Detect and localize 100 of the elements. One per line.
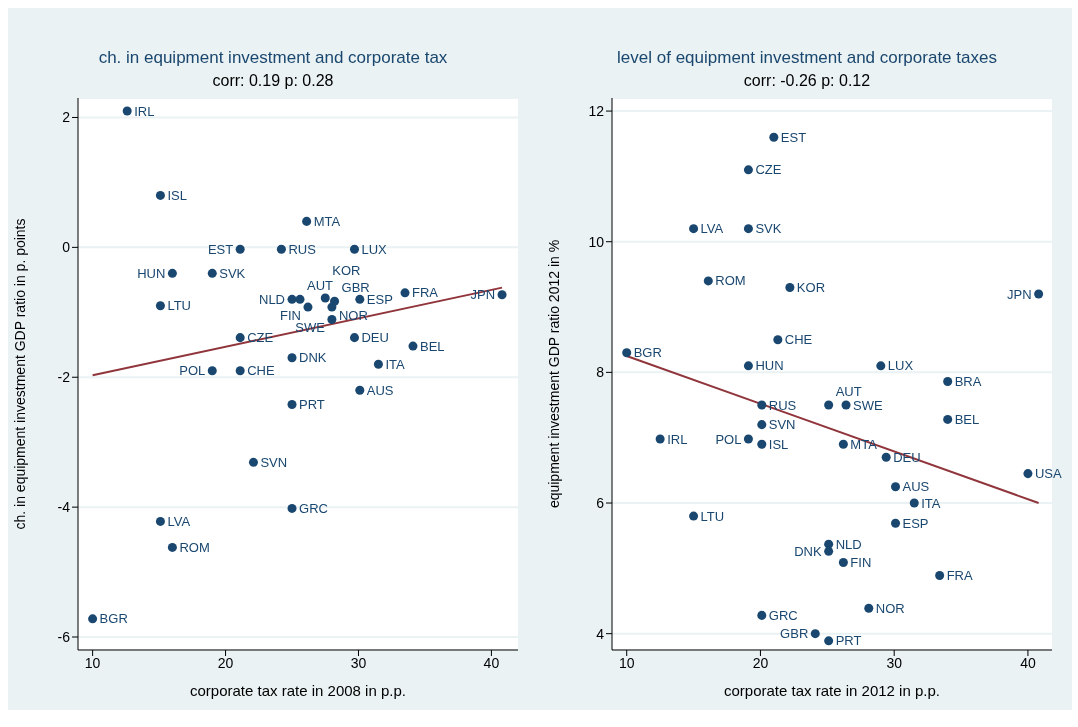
y-tick-label: 6 <box>596 494 605 511</box>
point <box>155 516 165 526</box>
point <box>622 348 632 358</box>
annotation: ROM <box>715 273 746 289</box>
annotation: SVN <box>260 454 288 470</box>
point <box>155 301 165 311</box>
point <box>408 341 418 351</box>
point <box>891 518 901 528</box>
point <box>824 400 834 410</box>
y-axis-title: equipment investment GDP ratio 2012 in % <box>545 239 562 509</box>
x-tick-label: 10 <box>84 654 101 671</box>
annotation: ESP <box>902 515 929 531</box>
point <box>235 366 245 376</box>
x-tick-label: 30 <box>350 654 367 671</box>
annotation: AUT <box>306 277 334 293</box>
annotation: LVA <box>700 221 724 237</box>
point <box>881 452 891 462</box>
annotation: AUT <box>835 383 862 399</box>
annotation: SWE <box>853 397 883 413</box>
annotation: FRA <box>412 285 439 301</box>
point <box>757 400 767 410</box>
annotation: HUN <box>755 358 784 374</box>
point <box>207 366 217 376</box>
annotation: LTU <box>167 298 192 314</box>
y-tick-label: -6 <box>57 628 71 645</box>
annotation: BGR <box>99 611 128 627</box>
chart-subtitle: corr: -0.26 p: 0.12 <box>742 72 872 90</box>
annotation: SVN <box>768 417 796 433</box>
point <box>838 557 848 567</box>
annotation: KOR <box>796 279 826 295</box>
annotation: ITA <box>385 356 406 372</box>
point <box>349 333 360 343</box>
point <box>935 571 945 581</box>
annotation: JPN <box>1007 286 1032 302</box>
y-tick-label: -4 <box>57 499 71 516</box>
point <box>757 420 767 430</box>
annotation: LUX <box>887 358 914 374</box>
point <box>327 302 337 312</box>
point <box>824 546 834 556</box>
point <box>303 302 313 312</box>
point <box>757 610 767 620</box>
annotation: FIN <box>850 555 872 571</box>
y-tick-label: 0 <box>62 239 71 256</box>
point <box>235 333 245 343</box>
x-tick-label: 40 <box>1020 654 1036 671</box>
annotation: GRC <box>299 500 328 516</box>
point <box>207 268 217 278</box>
annotation: FIN <box>280 307 301 323</box>
point <box>276 244 286 254</box>
y-tick-label: 10 <box>588 233 605 250</box>
annotation: ITA <box>921 495 941 511</box>
annotation: ISL <box>768 436 789 452</box>
annotation: DNK <box>794 543 822 559</box>
annotation: EST <box>780 129 807 145</box>
annotation: KOR <box>332 262 361 278</box>
annotation: HUN <box>137 265 166 281</box>
point <box>167 268 177 278</box>
point <box>743 224 753 234</box>
annotation: LUX <box>361 241 388 257</box>
annotation: FRA <box>946 568 973 584</box>
annotation: DEU <box>361 330 389 346</box>
annotation: IRL <box>134 103 155 119</box>
x-tick-label: 20 <box>752 654 769 671</box>
annotation: NOR <box>875 600 905 616</box>
annotation: ROM <box>179 539 210 555</box>
annotation: GBR <box>780 626 809 642</box>
point <box>349 244 360 254</box>
point <box>876 361 886 371</box>
point <box>743 361 753 371</box>
point <box>757 439 767 449</box>
point <box>943 377 953 387</box>
annotation: NOR <box>338 307 368 323</box>
annotation: LVA <box>167 513 191 529</box>
point <box>355 294 365 304</box>
point <box>689 224 699 234</box>
y-axis-title: ch. in equipment investment GDP ratio in p. points <box>11 218 28 530</box>
point <box>703 276 713 286</box>
point <box>1023 469 1033 479</box>
point <box>943 414 953 424</box>
annotation: PRT <box>835 633 862 649</box>
point <box>287 353 297 363</box>
chart-title: level of equipment investment and corporate taxes <box>616 47 998 68</box>
point <box>155 190 165 200</box>
annotation: PRT <box>299 397 325 413</box>
annotation: CZE <box>755 162 782 178</box>
point <box>655 434 665 444</box>
point <box>235 244 245 254</box>
point <box>248 457 258 467</box>
point <box>355 385 365 395</box>
annotation: USA <box>1034 466 1062 482</box>
point <box>864 603 874 613</box>
annotation: SVK <box>219 265 246 281</box>
y-tick-label: 4 <box>596 625 605 642</box>
annotation: NLD <box>259 291 286 307</box>
annotation: POL <box>715 431 742 447</box>
annotation: CHE <box>784 332 813 348</box>
annotation: JPN <box>470 287 496 303</box>
annotation: GRC <box>768 607 798 623</box>
annotation: SVK <box>755 221 782 237</box>
point <box>743 165 753 175</box>
